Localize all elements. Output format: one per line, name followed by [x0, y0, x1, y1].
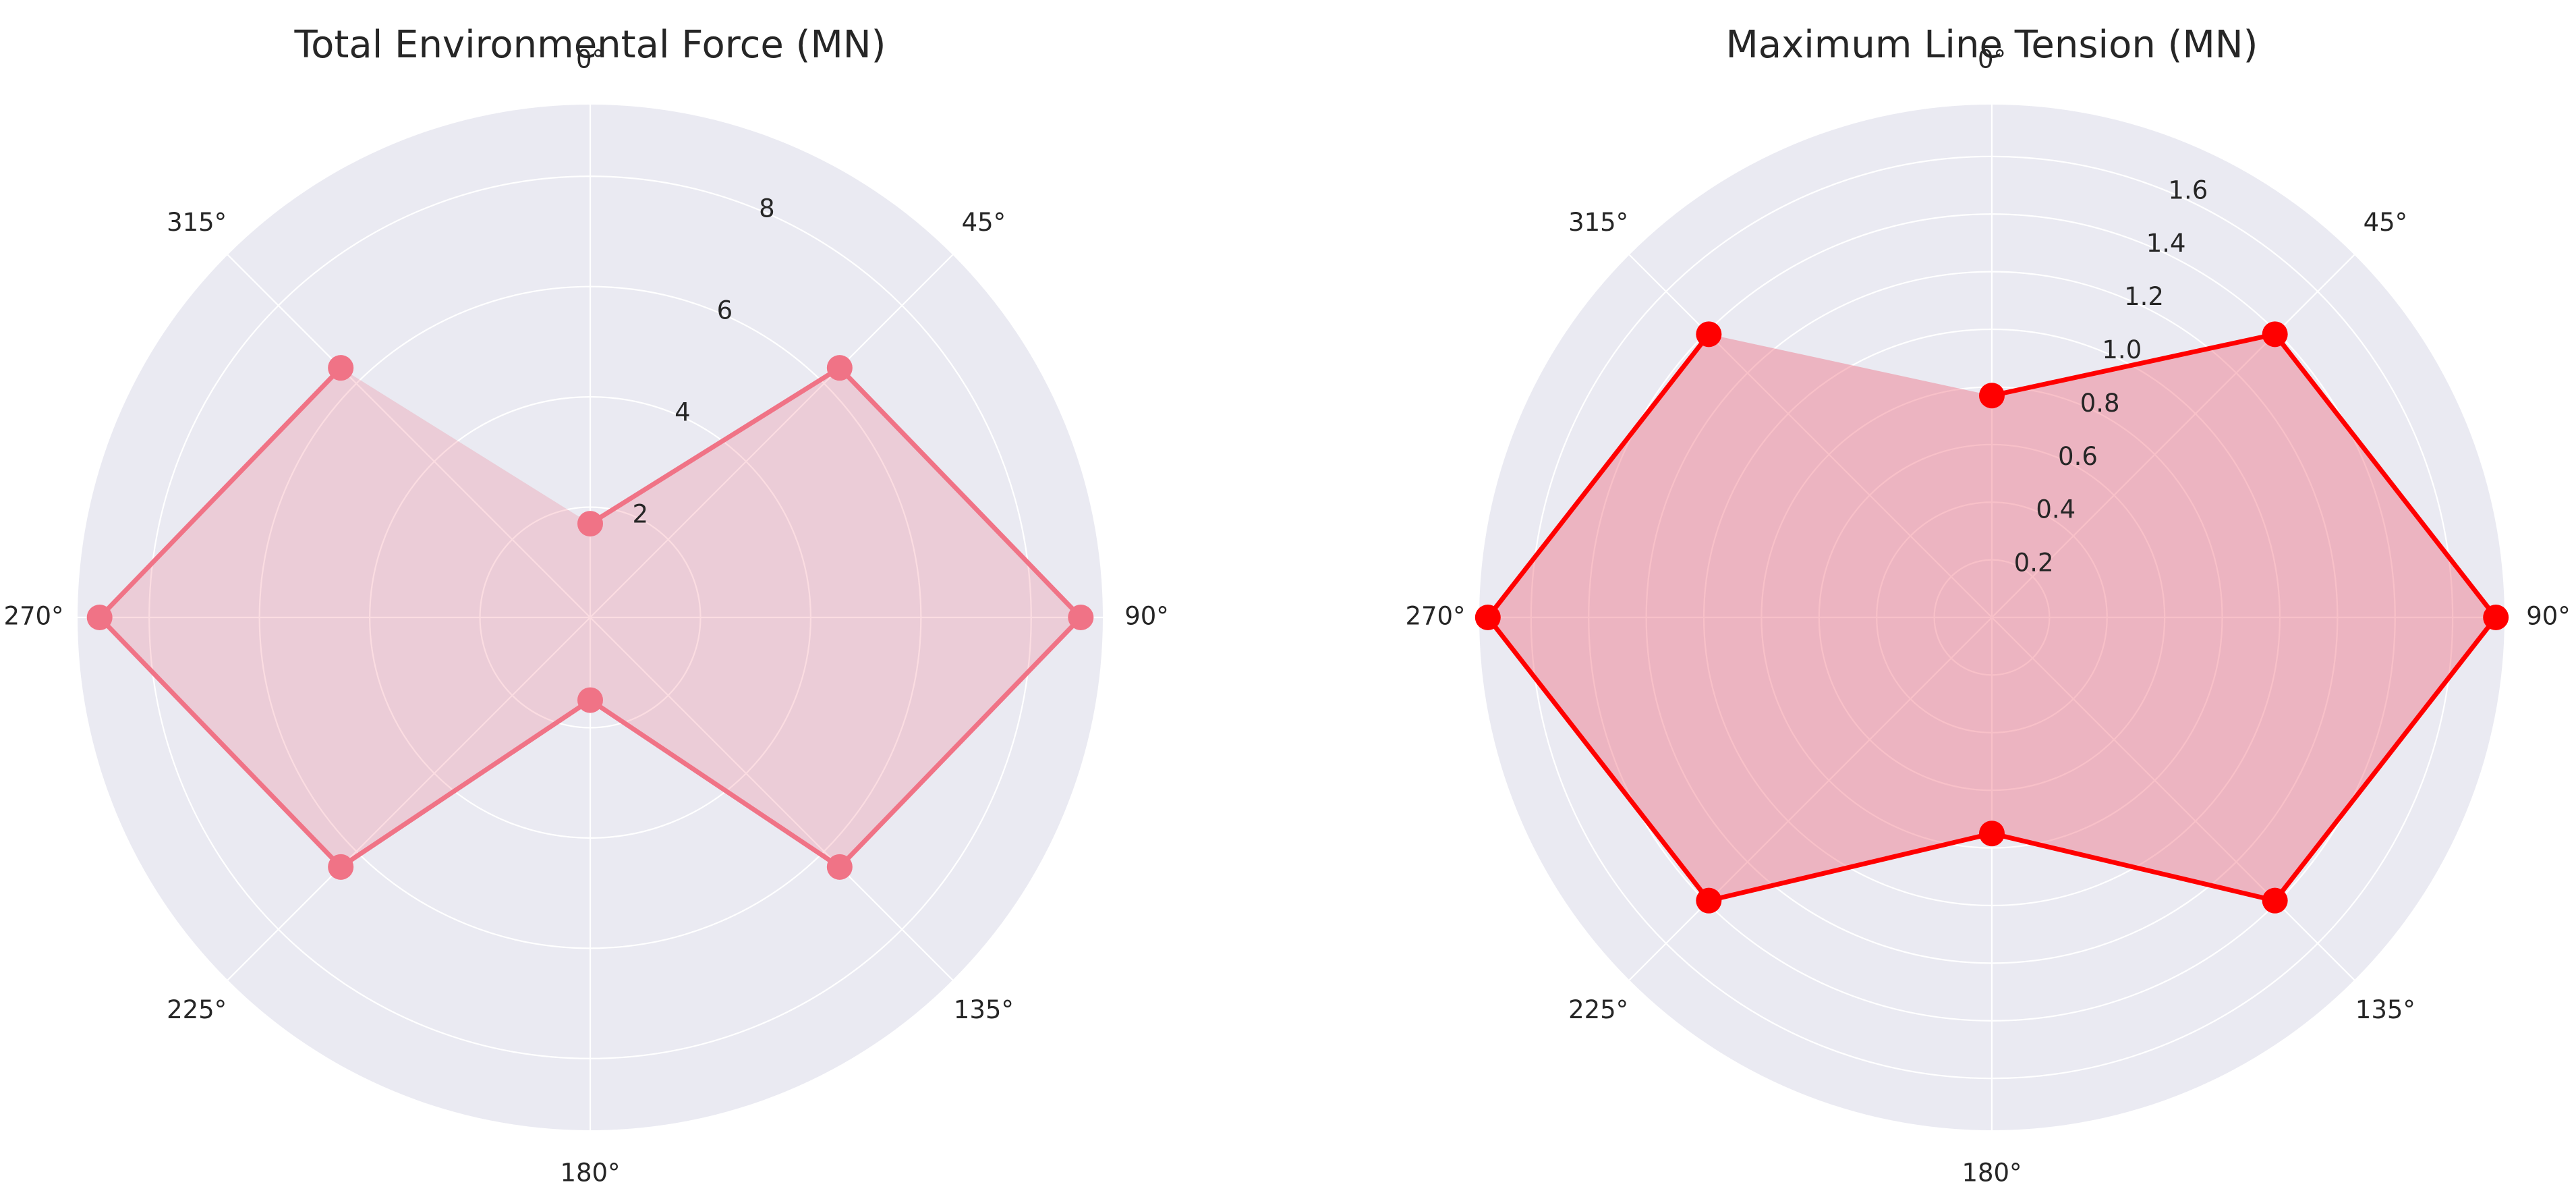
series-line — [1485, 331, 2499, 904]
theta-tick-label: 270° — [1405, 602, 1465, 631]
theta-tick-label: 45° — [2364, 208, 2408, 237]
series-line — [96, 364, 1085, 870]
data-point-315deg — [328, 355, 354, 381]
data-point-270deg — [1475, 605, 1501, 630]
radial-tick-label: 1.6 — [2168, 175, 2208, 204]
angular-gridline — [590, 617, 954, 981]
data-point-90deg — [1068, 605, 1094, 630]
radial-tick-label: 8 — [759, 194, 775, 223]
data-point-0deg — [1979, 383, 2005, 409]
theta-tick-label: 315° — [167, 208, 227, 237]
radial-tick-label: 0.8 — [2080, 389, 2120, 418]
theta-tick-label: 90° — [2526, 602, 2571, 631]
theta-tick-label: 135° — [954, 995, 1014, 1024]
theta-tick-label: 0° — [1978, 45, 2006, 74]
radial-tick-label: 0.4 — [2036, 495, 2076, 524]
radial-tick-label: 1.4 — [2146, 229, 2186, 258]
radial-tick-label: 1.2 — [2124, 282, 2164, 311]
theta-tick-label: 315° — [1568, 208, 1628, 237]
theta-tick-label: 135° — [2355, 995, 2415, 1024]
angular-gridline — [227, 617, 591, 981]
data-point-315deg — [1696, 321, 1722, 348]
theta-tick-label: 0° — [576, 45, 604, 74]
radial-tick-label: 2 — [633, 500, 649, 529]
data-point-45deg — [826, 355, 853, 381]
series-fill-area — [1487, 334, 2496, 901]
data-point-90deg — [2483, 605, 2509, 630]
data-point-0deg — [577, 511, 603, 537]
data-point-180deg — [577, 687, 603, 713]
radial-tick-label: 1.0 — [2102, 335, 2142, 364]
angular-gridline — [1628, 617, 1993, 981]
angular-gridline — [1991, 617, 2355, 981]
theta-tick-label: 225° — [167, 995, 227, 1024]
theta-tick-label: 180° — [1962, 1159, 2022, 1188]
radar-chart-1: 2 4 6 8 0° 45° 90° 135° 180° 225° 270° 315° Total En… — [3, 23, 1168, 1187]
data-point-180deg — [1979, 821, 2005, 847]
data-point-225deg — [1696, 887, 1722, 914]
data-point-135deg — [826, 854, 853, 880]
angular-gridline — [1628, 254, 1993, 618]
data-point-135deg — [2262, 887, 2288, 914]
theta-tick-label: 225° — [1568, 995, 1628, 1024]
theta-tick-label: 45° — [962, 208, 1006, 237]
radial-tick-label: 4 — [675, 398, 691, 427]
chart-title: Maximum Line Tension (MN) — [1725, 23, 2258, 67]
angular-gridline — [590, 254, 954, 618]
radial-tick-label: 0.6 — [2058, 442, 2098, 471]
angular-gridline — [227, 254, 591, 618]
series-fill-area — [99, 368, 1081, 867]
theta-tick-label: 180° — [560, 1159, 620, 1188]
chart-title: Total Environmental Force (MN) — [293, 23, 886, 67]
data-point-270deg — [86, 605, 113, 630]
radial-tick-label: 0.2 — [2014, 549, 2054, 578]
theta-tick-label: 270° — [3, 602, 63, 631]
data-point-225deg — [328, 854, 354, 880]
data-point-45deg — [2262, 321, 2288, 348]
radar-chart-2: 0.2 0.4 0.6 0.8 1.0 1.2 1.4 1.6 0° 45° 90° 135° 180°… — [1405, 23, 2570, 1187]
angular-gridline — [1991, 254, 2355, 618]
radial-tick-label: 6 — [717, 296, 733, 325]
theta-tick-label: 90° — [1124, 602, 1169, 631]
